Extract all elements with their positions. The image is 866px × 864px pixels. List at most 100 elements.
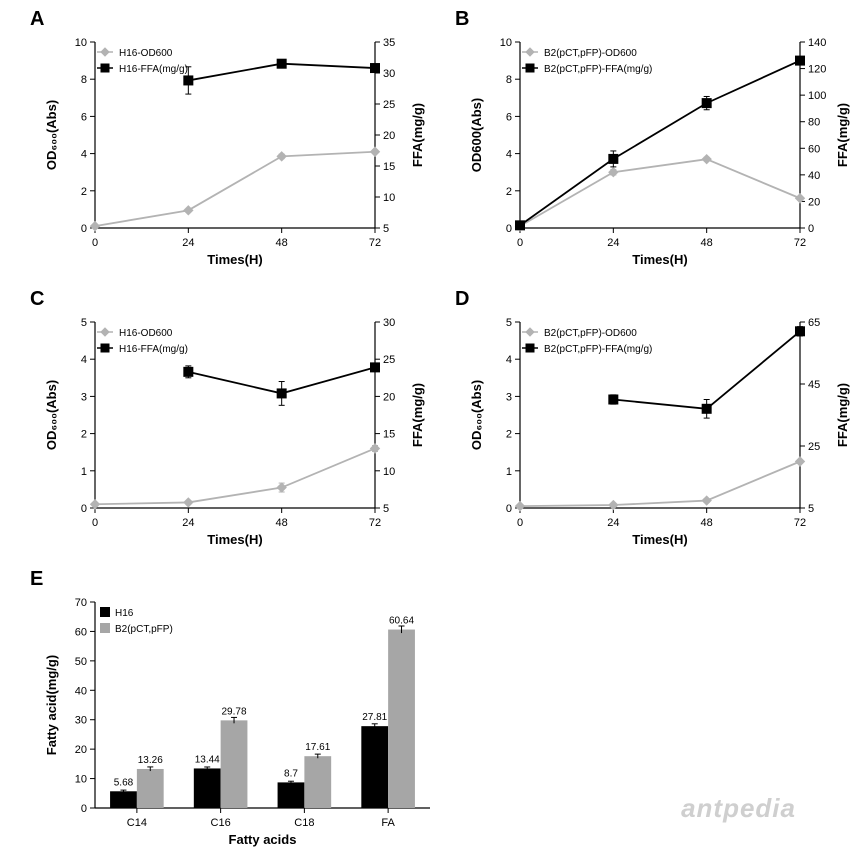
svg-text:72: 72 — [794, 517, 806, 529]
svg-text:4: 4 — [506, 354, 512, 366]
svg-text:OD₆₀₀(Abs): OD₆₀₀(Abs) — [44, 100, 59, 170]
svg-text:B2(pCT,pFP)-FFA(mg/g): B2(pCT,pFP)-FFA(mg/g) — [544, 344, 652, 355]
svg-text:0: 0 — [81, 503, 87, 515]
svg-text:5: 5 — [383, 223, 389, 235]
panel-label-b: B — [455, 8, 469, 31]
svg-text:C14: C14 — [127, 817, 147, 829]
chart-panel-d: 02448720123455254565Times(H)OD₆₀₀(Abs)FF… — [465, 310, 855, 550]
svg-text:C16: C16 — [211, 817, 231, 829]
svg-text:0: 0 — [81, 223, 87, 235]
panel-label-d: D — [455, 288, 469, 311]
svg-text:25: 25 — [383, 99, 395, 111]
svg-text:FFA(mg/g): FFA(mg/g) — [410, 103, 425, 167]
svg-text:Times(H): Times(H) — [207, 532, 262, 547]
chart-panel-e: 010203040506070C145.6813.26C1613.4429.78… — [40, 590, 440, 850]
svg-text:OD600(Abs): OD600(Abs) — [469, 98, 484, 172]
svg-text:2: 2 — [81, 429, 87, 441]
svg-text:OD₆₀₀(Abs): OD₆₀₀(Abs) — [44, 380, 59, 450]
svg-text:0: 0 — [517, 237, 523, 249]
svg-text:FFA(mg/g): FFA(mg/g) — [835, 383, 850, 447]
svg-text:H16-OD600: H16-OD600 — [119, 48, 173, 59]
svg-text:FFA(mg/g): FFA(mg/g) — [410, 383, 425, 447]
svg-text:B2(pCT,pFP)-OD600: B2(pCT,pFP)-OD600 — [544, 48, 637, 59]
svg-text:48: 48 — [701, 237, 713, 249]
svg-text:8.7: 8.7 — [284, 768, 298, 779]
svg-text:10: 10 — [383, 466, 395, 478]
figure-root: A B C D E 024487202468105101520253035Tim… — [0, 0, 866, 864]
svg-text:H16-FFA(mg/g): H16-FFA(mg/g) — [119, 64, 188, 75]
chart-panel-b: 02448720246810020406080100120140Times(H)… — [465, 30, 855, 270]
svg-text:2: 2 — [81, 186, 87, 198]
svg-text:29.78: 29.78 — [222, 706, 247, 717]
svg-text:6: 6 — [506, 111, 512, 123]
svg-text:17.61: 17.61 — [305, 742, 330, 753]
svg-text:0: 0 — [81, 803, 87, 815]
panel-label-e: E — [30, 568, 43, 591]
svg-text:50: 50 — [75, 656, 87, 668]
svg-text:C18: C18 — [294, 817, 314, 829]
svg-text:0: 0 — [506, 223, 512, 235]
svg-text:15: 15 — [383, 429, 395, 441]
svg-text:10: 10 — [75, 37, 87, 49]
chart-panel-c: 024487201234551015202530Times(H)OD₆₀₀(Ab… — [40, 310, 430, 550]
svg-text:4: 4 — [506, 149, 512, 161]
svg-text:27.81: 27.81 — [362, 712, 387, 723]
svg-text:2: 2 — [506, 186, 512, 198]
svg-text:40: 40 — [75, 685, 87, 697]
svg-text:25: 25 — [808, 441, 820, 453]
svg-text:13.44: 13.44 — [195, 754, 220, 765]
svg-text:5: 5 — [383, 503, 389, 515]
svg-text:20: 20 — [383, 391, 395, 403]
svg-text:Fatty acids: Fatty acids — [229, 832, 297, 847]
svg-text:Times(H): Times(H) — [207, 252, 262, 267]
svg-text:140: 140 — [808, 37, 826, 49]
svg-text:48: 48 — [701, 517, 713, 529]
svg-text:0: 0 — [92, 237, 98, 249]
svg-text:35: 35 — [383, 37, 395, 49]
svg-text:1: 1 — [506, 466, 512, 478]
svg-text:5: 5 — [81, 317, 87, 329]
svg-text:0: 0 — [92, 517, 98, 529]
svg-text:60: 60 — [808, 143, 820, 155]
svg-text:72: 72 — [794, 237, 806, 249]
svg-text:30: 30 — [383, 68, 395, 80]
svg-text:8: 8 — [81, 74, 87, 86]
svg-text:3: 3 — [81, 391, 87, 403]
svg-text:8: 8 — [506, 74, 512, 86]
svg-text:FA: FA — [381, 817, 395, 829]
svg-text:Times(H): Times(H) — [632, 252, 687, 267]
svg-text:15: 15 — [383, 161, 395, 173]
svg-text:100: 100 — [808, 90, 826, 102]
svg-text:40: 40 — [808, 170, 820, 182]
svg-text:0: 0 — [506, 503, 512, 515]
svg-text:30: 30 — [383, 317, 395, 329]
svg-text:80: 80 — [808, 117, 820, 129]
chart-panel-a: 024487202468105101520253035Times(H)OD₆₀₀… — [40, 30, 430, 270]
svg-text:6: 6 — [81, 111, 87, 123]
svg-text:H16-OD600: H16-OD600 — [119, 328, 173, 339]
svg-text:120: 120 — [808, 64, 826, 76]
svg-text:24: 24 — [182, 237, 194, 249]
svg-text:FFA(mg/g): FFA(mg/g) — [835, 103, 850, 167]
svg-text:Times(H): Times(H) — [632, 532, 687, 547]
svg-text:10: 10 — [500, 37, 512, 49]
svg-text:OD₆₀₀(Abs): OD₆₀₀(Abs) — [469, 380, 484, 450]
svg-text:70: 70 — [75, 597, 87, 609]
svg-text:5: 5 — [808, 503, 814, 515]
svg-text:B2(pCT,pFP)-FFA(mg/g): B2(pCT,pFP)-FFA(mg/g) — [544, 64, 652, 75]
svg-text:24: 24 — [607, 517, 619, 529]
svg-text:20: 20 — [808, 196, 820, 208]
svg-text:65: 65 — [808, 317, 820, 329]
svg-text:25: 25 — [383, 354, 395, 366]
svg-text:5.68: 5.68 — [114, 777, 134, 788]
panel-label-a: A — [30, 8, 44, 31]
svg-text:48: 48 — [276, 517, 288, 529]
svg-text:20: 20 — [75, 744, 87, 756]
svg-text:2: 2 — [506, 429, 512, 441]
svg-text:24: 24 — [607, 237, 619, 249]
svg-text:72: 72 — [369, 237, 381, 249]
svg-text:0: 0 — [517, 517, 523, 529]
svg-text:45: 45 — [808, 379, 820, 391]
svg-text:24: 24 — [182, 517, 194, 529]
svg-text:1: 1 — [81, 466, 87, 478]
